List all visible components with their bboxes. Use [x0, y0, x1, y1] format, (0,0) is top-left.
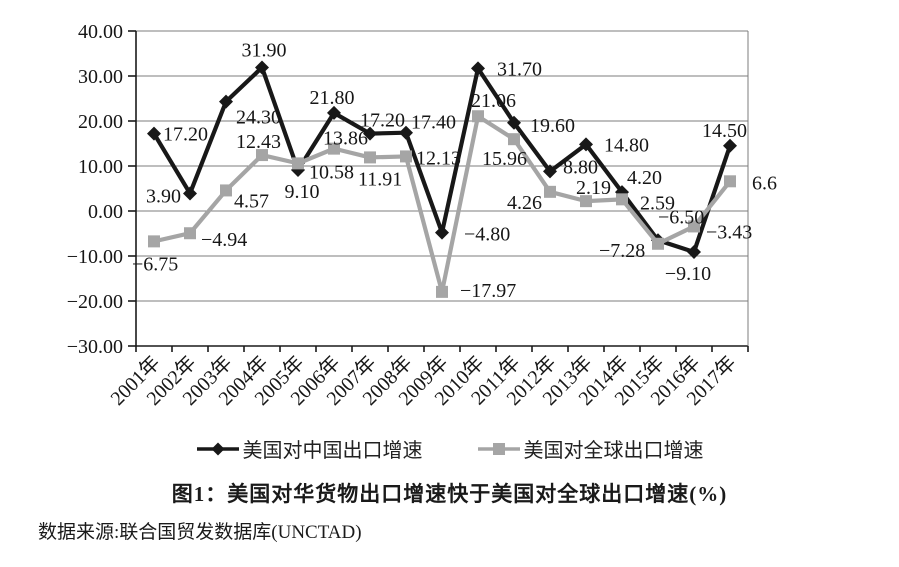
data-point-label: 2.19: [576, 177, 611, 199]
data-point-marker: [688, 220, 700, 233]
data-point-label: 11.91: [358, 168, 402, 190]
data-point-label: 21.06: [471, 90, 516, 112]
data-point-marker: [220, 184, 232, 197]
data-point-marker: [687, 244, 701, 259]
data-point-marker: [616, 193, 628, 206]
data-point-marker: [184, 227, 196, 240]
data-point-label: 4.57: [234, 190, 269, 212]
data-point-marker: [292, 157, 304, 170]
data-point-label: 14.50: [702, 120, 747, 142]
data-point-marker: [507, 115, 521, 130]
y-axis-label: −20.00: [67, 291, 123, 313]
data-point-label: −4.94: [201, 229, 247, 251]
data-point-label: 9.10: [285, 181, 320, 203]
data-point-marker: [327, 105, 341, 120]
line-chart: 40.00 30.00 20.00 10.00 0.00 −10.00 −20.00 −30.…: [67, 21, 777, 410]
data-point-label: 14.80: [604, 134, 649, 156]
data-point-marker: [256, 149, 268, 162]
data-point-label: 17.20: [360, 110, 405, 132]
data-point-marker: [147, 126, 161, 141]
data-point-marker: [219, 94, 233, 109]
data-point-label: −6.50: [658, 206, 704, 228]
data-point-marker: [183, 186, 197, 201]
data-point-marker: [724, 175, 736, 188]
data-point-label: 10.58: [309, 161, 354, 183]
data-point-marker: [148, 235, 160, 248]
square-line-marker-icon: [477, 442, 520, 455]
data-point-label: −3.43: [706, 221, 752, 243]
legend-label-us-global: 美国对全球出口增速: [523, 440, 704, 462]
data-point-label: −9.10: [665, 263, 711, 285]
data-point-marker: [436, 285, 448, 298]
data-point-label: 6.6: [752, 172, 777, 194]
data-point-marker: [400, 150, 412, 163]
data-point-label: −4.80: [464, 224, 510, 246]
data-point-label: 3.90: [146, 185, 181, 207]
figure-caption: 图1：美国对华货物出口增速快于美国对全球出口增速(%): [171, 482, 728, 506]
data-point-label: 4.26: [507, 192, 542, 214]
data-point-marker: [580, 195, 592, 208]
y-axis-label: 30.00: [78, 66, 123, 88]
diamond-line-marker-icon: [196, 442, 239, 455]
legend-item-us-china-exports: 美国对中国出口增速: [196, 434, 423, 463]
data-point-marker: [508, 133, 520, 146]
y-axis-label: −10.00: [67, 246, 123, 268]
data-point-label: 17.40: [411, 112, 456, 134]
data-point-label: 2.59: [640, 192, 675, 214]
data-point-marker: [543, 164, 557, 179]
data-point-label: 12.13: [416, 147, 461, 169]
y-axis-label: 0.00: [88, 201, 123, 223]
data-point-label: 31.70: [497, 58, 542, 80]
data-point-label: 13.86: [323, 128, 368, 150]
legend-label-us-china: 美国对中国出口增速: [242, 440, 423, 462]
data-point-marker: [472, 110, 484, 123]
data-point-label: 17.20: [163, 124, 208, 146]
data-point-label: −17.97: [460, 280, 516, 302]
data-point-label: 12.43: [236, 131, 281, 153]
legend-item-us-global-exports: 美国对全球出口增速: [477, 434, 704, 463]
data-point-label: 8.80: [563, 156, 598, 178]
figure-source: 数据来源:联合国贸发数据库(UNCTAD): [38, 522, 362, 543]
data-point-label: 4.20: [627, 167, 662, 189]
data-point-label: 21.80: [310, 87, 355, 109]
data-point-marker: [399, 125, 413, 140]
data-point-marker: [544, 185, 556, 198]
data-point-label: 31.90: [242, 39, 287, 61]
data-point-label: 24.30: [236, 107, 281, 129]
data-point-label: −7.28: [599, 240, 645, 262]
data-point-marker: [471, 61, 485, 76]
chart-legend: 美国对中国出口增速 美国对全球出口增速: [0, 434, 899, 463]
data-point-marker: [364, 151, 376, 164]
data-point-marker: [723, 138, 737, 153]
data-point-marker: [328, 142, 340, 155]
data-point-label: 19.60: [530, 115, 575, 137]
y-axis-label: 20.00: [78, 111, 123, 133]
y-axis-label: 40.00: [78, 21, 123, 43]
data-point-marker: [652, 237, 664, 250]
y-axis-label: −30.00: [67, 336, 123, 358]
data-point-marker: [435, 225, 449, 240]
data-point-label: −6.75: [132, 253, 178, 275]
data-point-marker: [363, 126, 377, 141]
y-axis-label: 10.00: [78, 156, 123, 178]
data-point-marker: [255, 60, 269, 75]
data-point-marker: [579, 137, 593, 152]
data-point-label: 15.96: [482, 148, 527, 170]
